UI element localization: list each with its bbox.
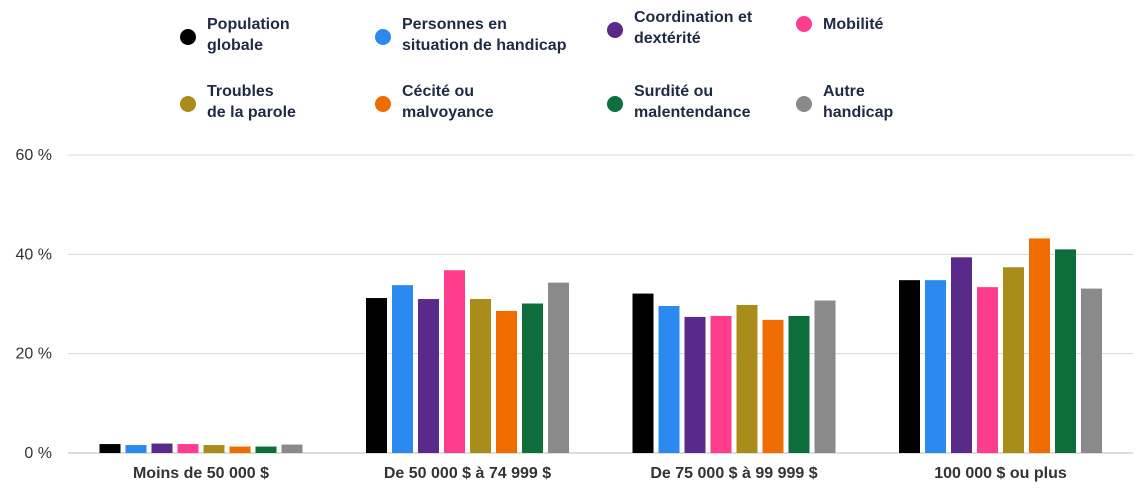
- chart-gridlines: [68, 154, 1133, 454]
- x-category-label: Moins de 50 000 $: [133, 465, 269, 482]
- legend-label-line: Autre: [823, 83, 865, 100]
- bar: [151, 443, 173, 453]
- bar: [496, 310, 517, 453]
- bar: [736, 304, 758, 453]
- legend-marker: [180, 96, 196, 112]
- legend-label-line: malvoyance: [402, 104, 494, 121]
- bar: [366, 298, 387, 453]
- bar: [229, 446, 251, 453]
- bar: [814, 300, 836, 453]
- bar: [522, 303, 543, 453]
- bar: [710, 315, 732, 453]
- legend-label-line: Surdité ou: [634, 83, 713, 100]
- legend-item: Cécité ou malvoyance: [375, 83, 494, 121]
- legend-item: Coordination et dextérité: [607, 9, 753, 47]
- legend-label-line: de la parole: [207, 104, 296, 121]
- legend-label-line: Population: [207, 16, 290, 33]
- bar-group: [632, 293, 836, 453]
- legend-label: Population globale: [207, 16, 290, 54]
- bar: [658, 305, 680, 453]
- legend-label-line: handicap: [823, 104, 893, 121]
- chart-bars: [99, 238, 1102, 453]
- bar: [1055, 249, 1076, 453]
- bar: [177, 444, 199, 453]
- bar: [281, 444, 303, 453]
- legend-label: Surdité ou malentendance: [634, 83, 751, 121]
- legend-label-line: globale: [207, 37, 263, 54]
- legend-label-line: Troubles: [207, 83, 274, 100]
- bar-group: [899, 238, 1102, 453]
- x-category-label: 100 000 $ ou plus: [934, 465, 1067, 482]
- bar: [632, 293, 654, 453]
- legend-item: Mobilité: [796, 16, 884, 33]
- bar: [684, 316, 706, 453]
- bar: [762, 319, 784, 453]
- legend-label: Troubles de la parole: [207, 83, 296, 121]
- bar: [1003, 267, 1024, 453]
- legend-item: Troubles de la parole: [180, 83, 296, 121]
- y-tick-label: 20 %: [16, 346, 52, 363]
- legend-item: Personnes en situation de handicap: [375, 16, 567, 54]
- legend-item: Autre handicap: [796, 83, 893, 121]
- legend-marker: [796, 16, 812, 32]
- legend-label: Personnes en situation de handicap: [402, 16, 567, 54]
- bar: [925, 280, 946, 453]
- bar: [255, 446, 277, 453]
- y-tick-label: 60 %: [16, 147, 52, 164]
- legend-marker: [375, 96, 391, 112]
- legend-label: Coordination et dextérité: [634, 9, 753, 47]
- legend-label-line: Cécité ou: [402, 83, 474, 100]
- legend-marker: [375, 29, 391, 45]
- legend-marker: [607, 96, 623, 112]
- y-tick-label: 40 %: [16, 246, 52, 263]
- bar: [470, 299, 491, 453]
- chart-legend: Population globale Personnes en situation d…: [180, 9, 893, 121]
- legend-label: Autre handicap: [823, 83, 893, 121]
- legend-label-line: malentendance: [634, 104, 751, 121]
- bar: [899, 280, 920, 453]
- legend-label: Cécité ou malvoyance: [402, 83, 494, 121]
- legend-label-line: Personnes en: [402, 16, 507, 33]
- legend-label-line: dextérité: [634, 30, 701, 47]
- legend-marker: [180, 29, 196, 45]
- bar: [951, 257, 972, 453]
- legend-item: Population globale: [180, 16, 290, 54]
- legend-label-line: Coordination et: [634, 9, 753, 26]
- legend-label: Mobilité: [823, 16, 884, 33]
- bar: [977, 287, 998, 453]
- bar: [548, 282, 569, 453]
- y-axis-ticks: 0 % 20 % 40 % 60 %: [16, 147, 52, 462]
- bar: [125, 445, 147, 453]
- bar-group: [366, 270, 569, 453]
- legend-item: Surdité ou malentendance: [607, 83, 751, 121]
- x-category-label: De 50 000 $ à 74 999 $: [384, 465, 551, 482]
- bar: [788, 315, 810, 453]
- bar: [99, 444, 121, 453]
- legend-label-line: Mobilité: [823, 16, 884, 33]
- bar: [203, 445, 225, 453]
- legend-label-line: situation de handicap: [402, 37, 567, 54]
- bar: [1029, 238, 1050, 453]
- y-tick-label: 0 %: [24, 445, 52, 462]
- x-category-label: De 75 000 $ à 99 999 $: [650, 465, 817, 482]
- legend-marker: [607, 22, 623, 38]
- bar: [444, 270, 465, 453]
- bar: [392, 285, 413, 453]
- legend-marker: [796, 96, 812, 112]
- bar-group: [99, 443, 303, 453]
- bar: [1081, 288, 1102, 453]
- x-axis-categories: Moins de 50 000 $ De 50 000 $ à 74 999 $ D…: [133, 465, 1067, 482]
- bar: [418, 299, 439, 453]
